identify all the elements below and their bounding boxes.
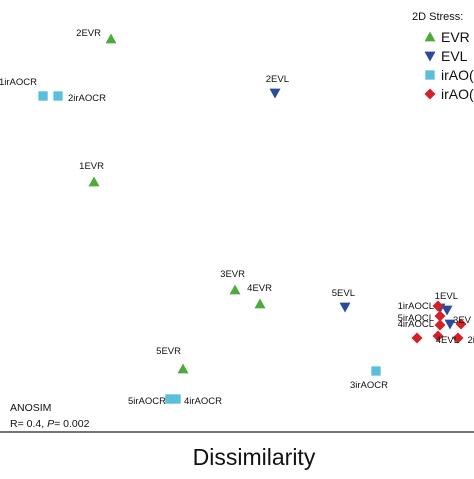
point-label-1EVL: 1EVL: [435, 291, 458, 302]
legend-label-irAOCL: irAO(: [441, 86, 474, 102]
point-irAOCR-4irAOCR: [171, 394, 180, 403]
x-axis-label: Dissimilarity: [193, 444, 316, 470]
point-label-5EVR: 5EVR: [156, 346, 181, 357]
point-label-3irAOCR: 3irAOCR: [350, 380, 388, 391]
anosim-stats: R= 0.4, P= 0.002: [10, 418, 90, 430]
point-label-5irAOCR: 5irAOCR: [128, 396, 166, 407]
point-label-4irAOCR: 4irAOCR: [184, 396, 222, 407]
point-label-4irAOCL: 4irAOCL: [398, 319, 434, 330]
point-irAOCR-2irAOCR: [53, 91, 62, 100]
legend-marker-irAOCR: [425, 70, 434, 79]
point-label-2irAOCR: 2irAOCR: [68, 93, 106, 104]
point-label-1irAOCR: 1irAOCR: [0, 77, 37, 88]
point-label-3EV: 3EV: [453, 315, 472, 326]
point-label-5EVL: 5EVL: [332, 288, 355, 299]
legend-label-irAOCR: irAO(: [441, 67, 474, 83]
legend-title: 2D Stress:: [412, 11, 463, 23]
point-irAOCR-1irAOCR: [38, 91, 47, 100]
point-label-2EVL: 2EVL: [266, 74, 289, 85]
anosim-label: ANOSIM: [10, 402, 51, 414]
point-label-1EVR: 1EVR: [79, 161, 104, 172]
point-irAOCR-3irAOCR: [371, 366, 380, 375]
point-label-2EVR: 2EVR: [76, 28, 101, 39]
point-label-4EVR: 4EVR: [247, 283, 272, 294]
point-label-1irAOCL: 1irAOCL: [398, 301, 434, 312]
point-label-3EVR: 3EVR: [220, 269, 245, 280]
legend-label-EVL: EVL: [441, 48, 468, 64]
point-label-2ir: 2ir: [467, 335, 474, 346]
point-label-4EVL: 4EVL: [436, 335, 459, 346]
legend-label-EVR: EVR: [441, 29, 470, 45]
